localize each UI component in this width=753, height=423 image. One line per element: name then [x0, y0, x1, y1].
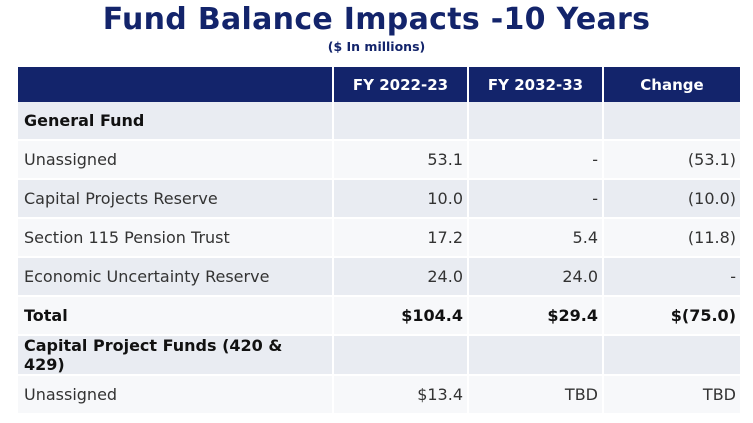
fy2032-cell: TBD	[469, 376, 604, 415]
fy2022-cell: 10.0	[334, 180, 469, 219]
change-cell: TBD	[604, 376, 740, 415]
row-label: Section 115 Pension Trust	[18, 219, 334, 258]
change-cell	[604, 102, 740, 141]
fy2022-cell	[334, 336, 469, 376]
section-row-general-fund: General Fund	[18, 102, 740, 141]
table-row: Capital Projects Reserve 10.0 - (10.0)	[18, 180, 740, 219]
table-row: Economic Uncertainty Reserve 24.0 24.0 -	[18, 258, 740, 297]
change-cell: (10.0)	[604, 180, 740, 219]
header-change: Change	[604, 67, 740, 102]
row-label: General Fund	[18, 102, 334, 141]
change-cell: -	[604, 258, 740, 297]
fy2022-cell: 17.2	[334, 219, 469, 258]
fy2032-cell: 5.4	[469, 219, 604, 258]
fy2022-cell: $104.4	[334, 297, 469, 336]
change-cell: (11.8)	[604, 219, 740, 258]
fy2032-cell: -	[469, 180, 604, 219]
fy2032-cell	[469, 102, 604, 141]
fy2032-cell: $29.4	[469, 297, 604, 336]
fy2032-cell: 24.0	[469, 258, 604, 297]
header-fy-2022-23: FY 2022-23	[334, 67, 469, 102]
fy2022-cell: $13.4	[334, 376, 469, 415]
change-cell: (53.1)	[604, 141, 740, 180]
row-label: Capital Project Funds (420 & 429)	[18, 336, 334, 376]
table-row: Unassigned $13.4 TBD TBD	[18, 376, 740, 415]
total-row: Total $104.4 $29.4 $(75.0)	[18, 297, 740, 336]
page-title: Fund Balance Impacts -10 Years	[102, 2, 651, 37]
table-row: Unassigned 53.1 - (53.1)	[18, 141, 740, 180]
row-label: Capital Projects Reserve	[18, 180, 334, 219]
row-label: Economic Uncertainty Reserve	[18, 258, 334, 297]
page-subtitle: ($ In millions)	[327, 39, 426, 54]
fy2022-cell: 24.0	[334, 258, 469, 297]
header-blank	[18, 67, 334, 102]
section-row-capital-project-funds: Capital Project Funds (420 & 429)	[18, 336, 740, 376]
table-row: Section 115 Pension Trust 17.2 5.4 (11.8…	[18, 219, 740, 258]
fund-balance-table: FY 2022-23 FY 2032-33 Change General Fun…	[18, 67, 740, 415]
change-cell	[604, 336, 740, 376]
table-header-row: FY 2022-23 FY 2032-33 Change	[18, 67, 740, 102]
header-fy-2032-33: FY 2032-33	[469, 67, 604, 102]
fy2022-cell	[334, 102, 469, 141]
fy2032-cell	[469, 336, 604, 376]
row-label: Unassigned	[18, 376, 334, 415]
fy2022-cell: 53.1	[334, 141, 469, 180]
fy2032-cell: -	[469, 141, 604, 180]
row-label: Unassigned	[18, 141, 334, 180]
change-cell: $(75.0)	[604, 297, 740, 336]
row-label: Total	[18, 297, 334, 336]
